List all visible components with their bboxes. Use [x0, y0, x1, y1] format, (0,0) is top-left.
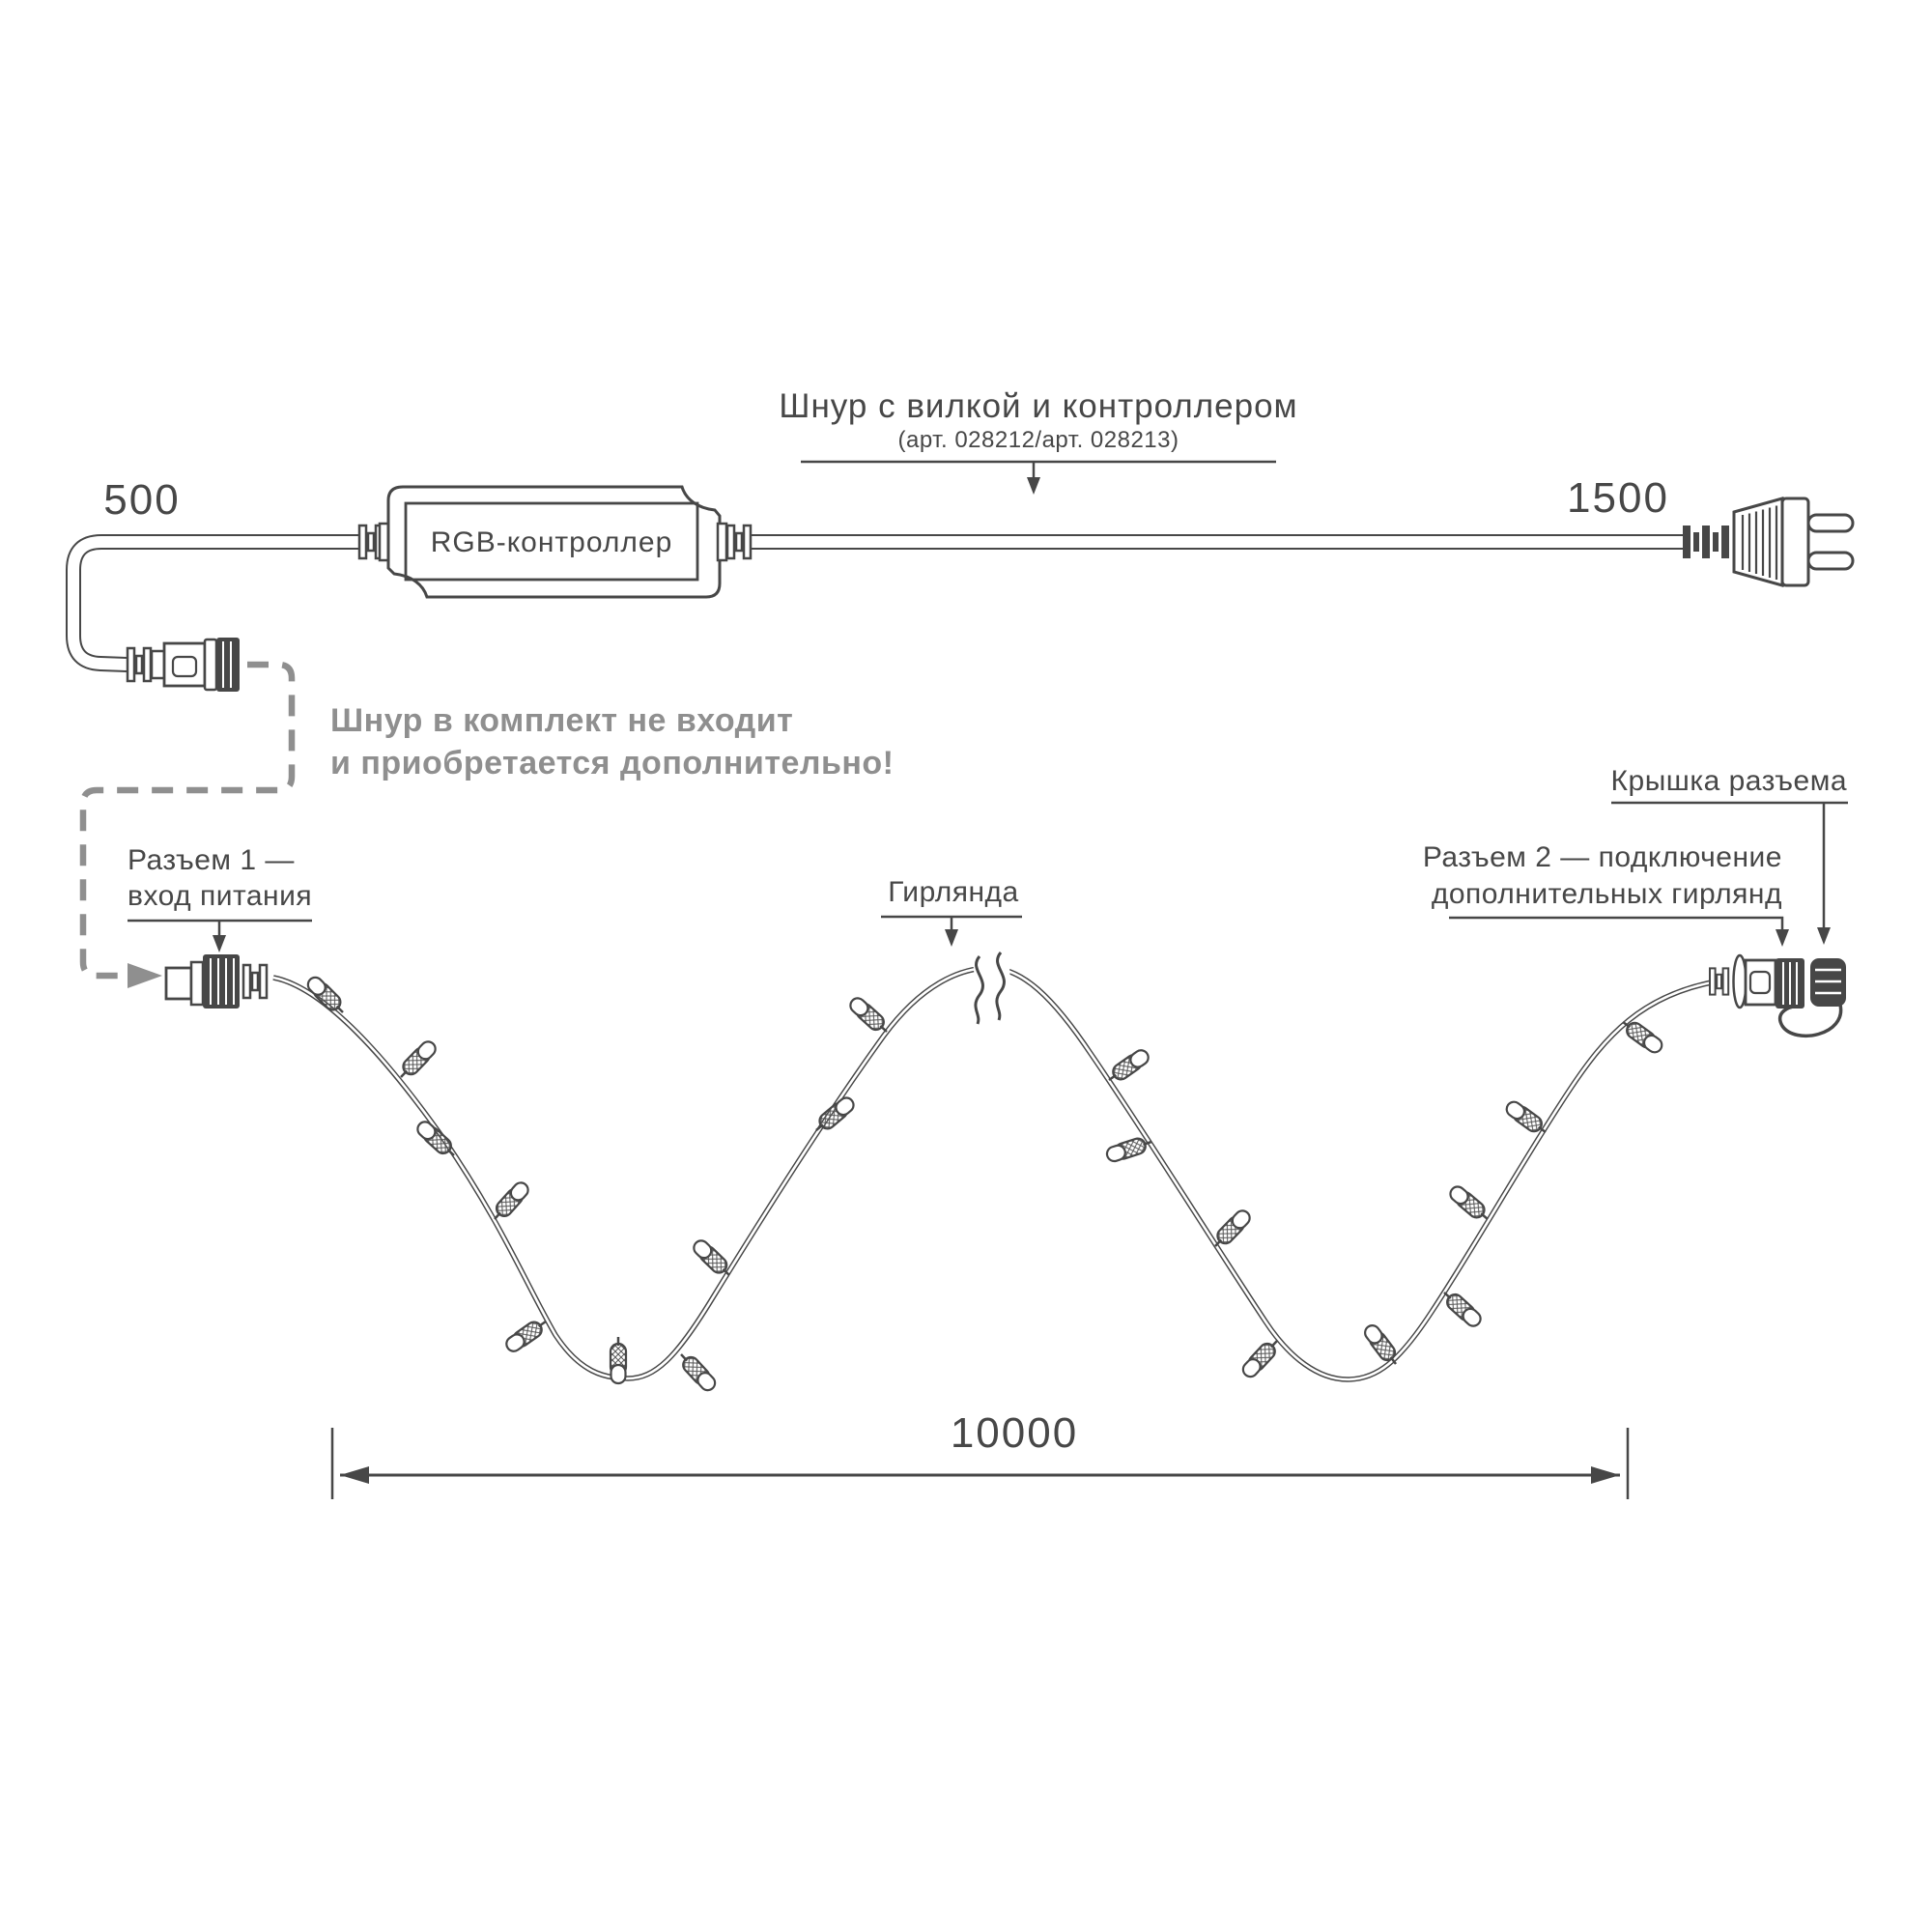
- power-cord: [66, 534, 1683, 672]
- led-bulb: [673, 1348, 720, 1395]
- cord-callout-article-numbers: (арт. 028212/арт. 028213): [898, 427, 1179, 453]
- plug-prong: [1806, 551, 1855, 571]
- garland-length: 10000: [951, 1409, 1078, 1457]
- controller-face: [404, 501, 699, 582]
- note-line2: и приобретается дополнительно!: [330, 745, 895, 781]
- garland-callout: Гирлянда: [881, 876, 1022, 947]
- knurl-ribs: [1782, 962, 1798, 1005]
- connector-collar: [203, 638, 218, 692]
- break-mark: [972, 947, 1012, 1028]
- led-bulbs: [303, 973, 1666, 1395]
- left-arrow-icon: [340, 1466, 369, 1484]
- strain-relief-icon: [1708, 967, 1730, 996]
- knurl-ribs: [222, 641, 232, 688]
- led-bulb: [609, 1335, 628, 1385]
- cord-callout: Шнур с вилкой и контроллером (арт. 02821…: [779, 387, 1297, 495]
- led-bulb: [501, 1314, 552, 1356]
- connector-2: [1708, 953, 1846, 1038]
- leader-line: [1449, 916, 1784, 931]
- cap-strap: [1777, 1004, 1843, 1038]
- led-bulb: [1437, 1285, 1486, 1331]
- cord-left-length: 500: [103, 476, 180, 524]
- connector1-label-line1: Разъем 1 —: [128, 844, 295, 876]
- led-bulb: [689, 1236, 736, 1283]
- connector2-callout: Разъем 2 — подключение дополнительных ги…: [1423, 841, 1789, 947]
- not-included-dashed-path: [79, 661, 296, 980]
- led-bulb: [1238, 1334, 1285, 1381]
- connector-key: [1748, 970, 1772, 995]
- garland-wire: [272, 965, 1718, 1382]
- garland-label: Гирлянда: [888, 876, 1018, 908]
- connector-tip: [164, 966, 193, 1001]
- plug-strain-relief-icon: [1683, 526, 1729, 558]
- connector-knurl: [216, 638, 240, 692]
- cord-callout-title: Шнур с вилкой и контроллером: [779, 387, 1297, 425]
- controller-label: RGB-контроллер: [431, 526, 673, 558]
- controller-body: [386, 485, 722, 599]
- led-bulb: [487, 1178, 533, 1226]
- led-bulb: [810, 1093, 859, 1138]
- down-arrow-icon: [1027, 477, 1040, 495]
- connector-collar: [189, 960, 205, 1007]
- cord-right-length: 1500: [1567, 474, 1669, 522]
- cap-label: Крышка разъема: [1611, 765, 1847, 797]
- connector-key: [171, 655, 198, 678]
- led-bulb: [1208, 1206, 1255, 1253]
- knurl-ribs: [210, 958, 235, 1005]
- down-arrow-icon: [1776, 929, 1789, 947]
- rgb-controller: RGB-контроллер: [357, 485, 753, 599]
- controller-collar: [716, 522, 728, 562]
- strain-relief-icon: [242, 963, 269, 1000]
- connector1-callout: Разъем 1 — вход питания: [128, 844, 312, 952]
- strain-relief-icon: [725, 524, 753, 560]
- led-bulb: [1360, 1321, 1404, 1371]
- plug-body: [1732, 497, 1784, 587]
- plug-prong: [1806, 513, 1855, 533]
- power-plug: [1683, 497, 1855, 587]
- down-arrow-icon: [213, 935, 226, 952]
- gray-arrow-icon: [128, 963, 162, 988]
- led-bulb: [845, 993, 894, 1039]
- led-bulb: [393, 1037, 440, 1084]
- right-arrow-icon: [1591, 1466, 1620, 1484]
- connector-cap: [1810, 958, 1846, 1007]
- dimension-line-10000: 10000: [330, 1409, 1630, 1499]
- note-line1: Шнур в комплект не входит: [330, 702, 793, 739]
- down-arrow-icon: [945, 929, 958, 947]
- connector-knurl: [203, 954, 240, 1009]
- connector-oring: [1732, 953, 1747, 1009]
- connector1-label-line2: вход питания: [128, 880, 312, 912]
- connector-neck: [150, 649, 166, 680]
- cord-connector: [126, 638, 240, 692]
- down-arrow-icon: [1817, 927, 1831, 945]
- connector2-label-line1: Разъем 2 — подключение: [1423, 841, 1782, 873]
- strain-relief-icon: [126, 646, 153, 683]
- connector2-label-line2: дополнительных гирлянд: [1432, 878, 1782, 910]
- plug-ribs: [1741, 505, 1778, 580]
- connector-1: [164, 954, 269, 1009]
- led-bulb: [1445, 1181, 1494, 1227]
- cap-ribs: [1815, 968, 1841, 995]
- cap-callout: Крышка разъема: [1611, 765, 1848, 945]
- plug-head: [1780, 497, 1810, 587]
